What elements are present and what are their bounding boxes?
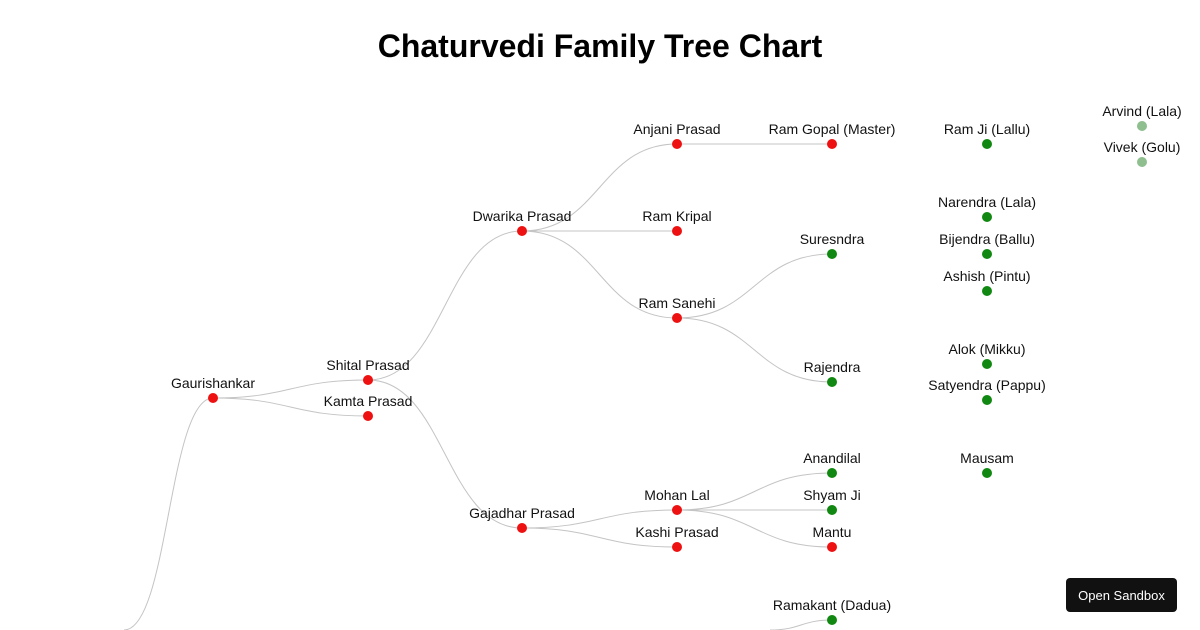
- tree-node-label-kashi-prasad: Kashi Prasad: [635, 524, 718, 540]
- tree-node-ashish[interactable]: Ashish (Pintu): [943, 268, 1031, 296]
- page-title: Chaturvedi Family Tree Chart: [377, 28, 823, 64]
- tree-node-dot-satyendra[interactable]: [982, 395, 992, 405]
- tree-node-gajadhar-prasad[interactable]: Gajadhar Prasad: [469, 505, 575, 533]
- tree-node-dot-shyam-ji[interactable]: [827, 505, 837, 515]
- tree-node-dot-shital-prasad[interactable]: [363, 375, 373, 385]
- tree-node-ramakant[interactable]: Ramakant (Dadua): [773, 597, 891, 625]
- tree-node-mantu[interactable]: Mantu: [813, 524, 852, 552]
- tree-node-vivek[interactable]: Vivek (Golu): [1104, 139, 1181, 167]
- tree-node-dot-mantu[interactable]: [827, 542, 837, 552]
- tree-link-gajadhar-prasad-to-kashi-prasad: [521, 527, 678, 548]
- tree-node-label-mantu: Mantu: [813, 524, 852, 540]
- tree-nodes: Gaurishankar Shital Prasad Kamta Prasad Dwa…: [171, 103, 1182, 625]
- tree-node-ram-kripal[interactable]: Ram Kripal: [642, 208, 712, 236]
- tree-link-ram-sanehi-to-rajendra: [676, 317, 833, 383]
- tree-link-mohan-lal-to-anandilal: [676, 472, 833, 511]
- tree-node-dwarika-prasad[interactable]: Dwarika Prasad: [473, 208, 572, 236]
- tree-node-mausam[interactable]: Mausam: [960, 450, 1014, 478]
- tree-node-label-shital-prasad: Shital Prasad: [326, 357, 409, 373]
- tree-node-label-anjani-prasad: Anjani Prasad: [633, 121, 720, 137]
- tree-links: [123, 143, 833, 630]
- tree-node-ram-ji[interactable]: Ram Ji (Lallu): [944, 121, 1030, 149]
- tree-link-gajadhar-prasad-to-mohan-lal: [521, 509, 678, 529]
- tree-node-dot-gajadhar-prasad[interactable]: [517, 523, 527, 533]
- tree-link-root-to-gaurishankar: [123, 397, 214, 630]
- tree-node-shyam-ji[interactable]: Shyam Ji: [803, 487, 861, 515]
- tree-node-label-suresndra: Suresndra: [800, 231, 865, 247]
- tree-node-label-kamta-prasad: Kamta Prasad: [324, 393, 413, 409]
- tree-node-alok[interactable]: Alok (Mikku): [948, 341, 1026, 369]
- tree-link-gaurishankar-to-shital-prasad: [212, 379, 369, 399]
- tree-node-dot-alok[interactable]: [982, 359, 992, 369]
- tree-node-dot-kamta-prasad[interactable]: [363, 411, 373, 421]
- tree-link-shital-prasad-to-gajadhar-prasad: [367, 379, 523, 529]
- tree-node-kamta-prasad[interactable]: Kamta Prasad: [324, 393, 413, 421]
- tree-node-label-rajendra: Rajendra: [804, 359, 861, 375]
- tree-node-ram-sanehi[interactable]: Ram Sanehi: [638, 295, 716, 323]
- open-sandbox-button[interactable]: Open Sandbox: [1066, 578, 1177, 612]
- tree-node-label-ram-ji: Ram Ji (Lallu): [944, 121, 1030, 137]
- tree-node-label-dwarika-prasad: Dwarika Prasad: [473, 208, 572, 224]
- tree-node-dot-ashish[interactable]: [982, 286, 992, 296]
- tree-node-dot-ram-ji[interactable]: [982, 139, 992, 149]
- tree-node-dot-dwarika-prasad[interactable]: [517, 226, 527, 236]
- tree-node-label-ram-kripal: Ram Kripal: [642, 208, 711, 224]
- tree-node-dot-arvind[interactable]: [1137, 121, 1147, 131]
- tree-node-label-satyendra: Satyendra (Pappu): [928, 377, 1046, 393]
- tree-node-arvind[interactable]: Arvind (Lala): [1102, 103, 1182, 131]
- tree-node-label-arvind: Arvind (Lala): [1102, 103, 1181, 119]
- tree-node-dot-bijendra[interactable]: [982, 249, 992, 259]
- tree-node-label-gajadhar-prasad: Gajadhar Prasad: [469, 505, 575, 521]
- tree-node-label-ram-gopal: Ram Gopal (Master): [769, 121, 896, 137]
- tree-node-narendra[interactable]: Narendra (Lala): [938, 194, 1036, 222]
- tree-node-dot-ramakant[interactable]: [827, 615, 837, 625]
- tree-node-anandilal[interactable]: Anandilal: [803, 450, 861, 478]
- tree-node-satyendra[interactable]: Satyendra (Pappu): [928, 377, 1046, 405]
- tree-node-dot-kashi-prasad[interactable]: [672, 542, 682, 552]
- tree-node-mohan-lal[interactable]: Mohan Lal: [644, 487, 710, 515]
- tree-link-mohan-lal-to-mantu: [676, 509, 833, 548]
- tree-link-gaurishankar-to-kamta-prasad: [212, 397, 369, 417]
- tree-node-label-anandilal: Anandilal: [803, 450, 861, 466]
- tree-node-dot-vivek[interactable]: [1137, 157, 1147, 167]
- tree-node-gaurishankar[interactable]: Gaurishankar: [171, 375, 255, 403]
- tree-link-ram-sanehi-to-suresndra: [676, 253, 833, 319]
- tree-node-rajendra[interactable]: Rajendra: [804, 359, 861, 387]
- tree-node-anjani-prasad[interactable]: Anjani Prasad: [633, 121, 721, 149]
- tree-node-dot-narendra[interactable]: [982, 212, 992, 222]
- tree-node-bijendra[interactable]: Bijendra (Ballu): [939, 231, 1035, 259]
- tree-node-ram-gopal[interactable]: Ram Gopal (Master): [769, 121, 896, 149]
- tree-node-label-mausam: Mausam: [960, 450, 1014, 466]
- tree-node-dot-ram-gopal[interactable]: [827, 139, 837, 149]
- tree-node-dot-ram-kripal[interactable]: [672, 226, 682, 236]
- tree-node-label-narendra: Narendra (Lala): [938, 194, 1036, 210]
- tree-node-shital-prasad[interactable]: Shital Prasad: [326, 357, 410, 385]
- tree-link-dwarika-prasad-to-anjani-prasad: [521, 143, 678, 232]
- tree-node-label-vivek: Vivek (Golu): [1104, 139, 1181, 155]
- tree-link-shital-prasad-to-dwarika-prasad: [367, 230, 523, 381]
- tree-node-suresndra[interactable]: Suresndra: [800, 231, 865, 259]
- tree-node-dot-anandilal[interactable]: [827, 468, 837, 478]
- tree-node-dot-rajendra[interactable]: [827, 377, 837, 387]
- tree-link-ramakant-parent-to-ramakant: [769, 619, 833, 630]
- tree-node-label-ram-sanehi: Ram Sanehi: [638, 295, 715, 311]
- tree-node-label-gaurishankar: Gaurishankar: [171, 375, 255, 391]
- tree-node-label-shyam-ji: Shyam Ji: [803, 487, 861, 503]
- tree-node-label-ramakant: Ramakant (Dadua): [773, 597, 891, 613]
- tree-node-dot-ram-sanehi[interactable]: [672, 313, 682, 323]
- tree-node-label-mohan-lal: Mohan Lal: [644, 487, 709, 503]
- tree-node-dot-gaurishankar[interactable]: [208, 393, 218, 403]
- tree-node-kashi-prasad[interactable]: Kashi Prasad: [635, 524, 719, 552]
- tree-node-label-alok: Alok (Mikku): [948, 341, 1025, 357]
- tree-node-dot-anjani-prasad[interactable]: [672, 139, 682, 149]
- tree-node-label-bijendra: Bijendra (Ballu): [939, 231, 1035, 247]
- tree-link-dwarika-prasad-to-ram-sanehi: [521, 230, 678, 319]
- tree-node-label-ashish: Ashish (Pintu): [943, 268, 1030, 284]
- tree-node-dot-suresndra[interactable]: [827, 249, 837, 259]
- tree-node-dot-mohan-lal[interactable]: [672, 505, 682, 515]
- tree-node-dot-mausam[interactable]: [982, 468, 992, 478]
